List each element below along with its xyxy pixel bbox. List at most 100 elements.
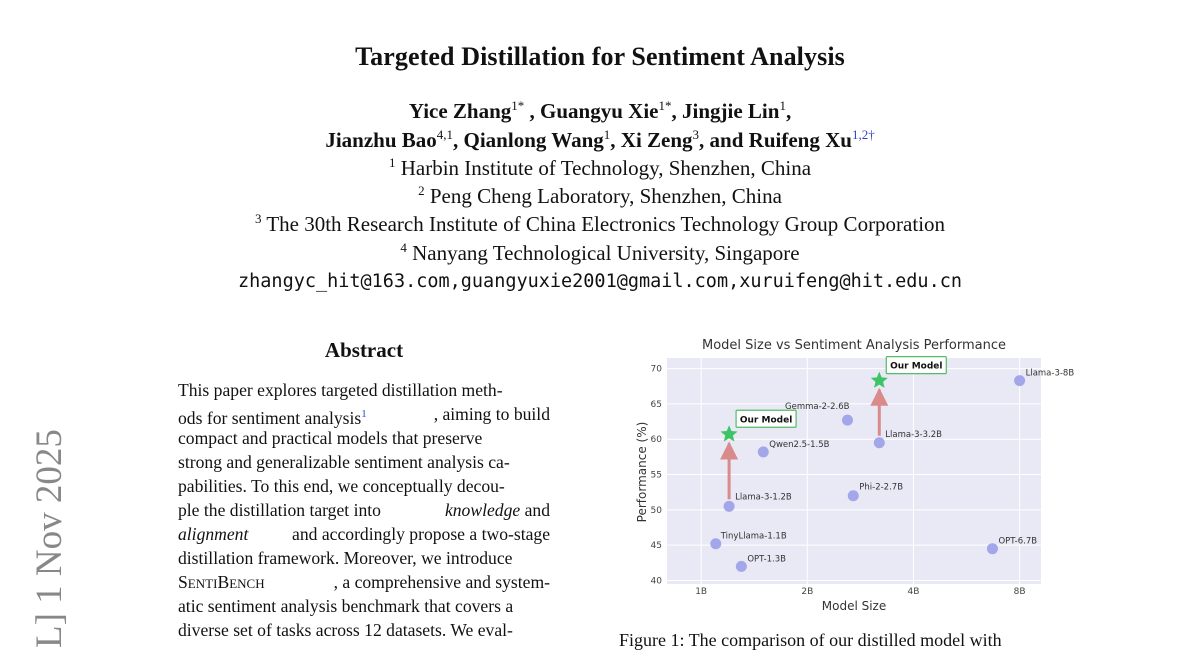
chart-title: Model Size vs Sentiment Analysis Perform… xyxy=(702,338,1006,353)
author-name: Xi Zeng xyxy=(620,128,693,152)
abstract-line: SENTIBENCH , a comprehensive and system- xyxy=(178,570,550,594)
data-point xyxy=(847,490,859,502)
improvement-arrows xyxy=(720,387,889,500)
abstract-line: diverse set of tasks across 12 datasets.… xyxy=(178,618,550,642)
our-model-star xyxy=(720,425,738,442)
point-label: OPT-6.7B xyxy=(998,537,1037,547)
data-point xyxy=(723,500,735,512)
abstract-line: atic sentiment analysis benchmark that c… xyxy=(178,594,550,618)
author-name: Jianzhu Bao xyxy=(325,128,437,152)
affiliation-sup: 4 xyxy=(400,240,407,255)
author-name: Ruifeng Xu xyxy=(748,128,852,152)
abstract-text: , a comprehensive and system- xyxy=(333,572,550,592)
data-point xyxy=(841,414,853,426)
our-model-label-box xyxy=(735,409,797,428)
affiliation-text: Harbin Institute of Technology, Shenzhen… xyxy=(400,156,812,180)
abstract-line: alignment and accordingly propose a two-… xyxy=(178,522,550,546)
abstract-text: distillation framework. Moreover, we int… xyxy=(178,548,513,568)
abstract-line: strong and generalizable sentiment analy… xyxy=(178,450,550,474)
y-tick-label: 70 xyxy=(651,365,663,375)
affiliation-3: 3 The 30th Research Institute of China E… xyxy=(0,211,1200,237)
our-model-label: Our Model xyxy=(890,362,942,372)
affiliation-2: 2 Peng Cheng Laboratory, Shenzhen, China xyxy=(0,183,1200,209)
y-tick-label: 40 xyxy=(651,576,663,586)
data-point xyxy=(873,437,885,449)
data-point xyxy=(986,543,998,555)
author-name: Guangyu Xie xyxy=(540,99,659,123)
x-tick-label: 2B xyxy=(801,587,813,597)
affiliation-sup: 2 xyxy=(418,183,425,198)
affiliation-sup: 3 xyxy=(254,211,262,226)
x-tick-label: 8B xyxy=(1014,587,1026,597)
point-label: Gemma-2-2.6B xyxy=(785,402,850,412)
abstract-heading: Abstract xyxy=(324,338,404,362)
author-sup: 1,2† xyxy=(851,127,875,142)
author-line-2: Jianzhu Bao4,1, Qianlong Wang1, Xi Zeng3… xyxy=(325,127,875,152)
point-label: Phi-2-2.7B xyxy=(859,483,903,493)
point-label: TinyLlama-1.1B xyxy=(720,532,787,542)
benchmark-name: SENTIBENCH xyxy=(178,572,265,592)
x-tick-label: 1B xyxy=(695,587,707,597)
abstract-line: ple the distillation target into knowled… xyxy=(178,498,550,522)
point-label: OPT-1.3B xyxy=(747,554,786,564)
affiliation-text: Nanyang Technological University, Singap… xyxy=(412,241,800,265)
data-point xyxy=(757,446,769,458)
our-model-markers: Our Model Our Model xyxy=(720,356,947,442)
paper-title: Targeted Distillation for Sentiment Anal… xyxy=(355,42,845,71)
our-model-star xyxy=(870,371,888,388)
abstract-text: atic sentiment analysis benchmark that c… xyxy=(178,596,514,616)
y-tick-label: 55 xyxy=(651,471,662,481)
author-sup: 1* xyxy=(511,98,525,113)
author-sup: 1* xyxy=(658,98,672,113)
data-point xyxy=(710,538,722,550)
plot-area xyxy=(667,358,1041,584)
point-label: Llama-3-8B xyxy=(1026,369,1075,379)
x-axis-ticks: 1B 2B 4B 8B xyxy=(695,587,1025,597)
abstract-text: pabilities. To this end, we conceptually… xyxy=(178,476,505,496)
affiliation-1: 1 Harbin Institute of Technology, Shenzh… xyxy=(0,155,1200,181)
y-tick-label: 65 xyxy=(651,400,662,410)
abstract-line: This paper explores targeted distillatio… xyxy=(178,378,550,402)
author-sup: 4,1 xyxy=(436,127,454,142)
abstract-body: This paper explores targeted distillatio… xyxy=(178,378,550,642)
arxiv-stamp: L] 1 Nov 2025 xyxy=(29,429,70,648)
abstract-text: This paper explores targeted distillatio… xyxy=(178,380,503,400)
footnote-mark[interactable]: 1 xyxy=(361,408,367,420)
our-model-label-box xyxy=(885,356,947,375)
abstract-text: and accordingly propose a two-stage xyxy=(292,524,550,544)
affiliation-text: The 30th Research Institute of China Ele… xyxy=(266,212,946,236)
figure-caption: Figure 1: The comparison of our distille… xyxy=(619,630,1002,650)
figure-1: Model Size vs Sentiment Analysis Perform… xyxy=(600,330,1080,630)
data-points: TinyLlama-1.1B OPT-1.3B Llama-3-1.2B Qwen2.… xyxy=(710,369,1074,572)
abstract-line: ods for sentiment analysis1 , aiming to … xyxy=(178,402,550,428)
y-tick-label: 45 xyxy=(651,541,662,551)
data-point xyxy=(735,560,747,572)
point-label: Llama-3-1.2B xyxy=(735,492,792,502)
abstract-line: pabilities. To this end, we conceptually… xyxy=(178,474,550,498)
y-tick-label: 50 xyxy=(651,506,663,516)
x-tick-label: 4B xyxy=(908,587,920,597)
point-label: Qwen2.5-1.5B xyxy=(769,440,829,450)
author-sup: 1 xyxy=(603,127,611,142)
author-sup: 1 xyxy=(779,98,786,113)
author-emails: zhangyc_hit@163.com,guangyuxie2001@gmail… xyxy=(238,271,962,292)
data-point xyxy=(1014,375,1026,387)
scatter-chart: Model Size vs Sentiment Analysis Perform… xyxy=(635,338,1074,613)
author-name: Yice Zhang xyxy=(408,99,512,123)
x-axis-label: Model Size xyxy=(822,599,886,613)
abstract-text: ods for sentiment analysis1 xyxy=(178,407,367,428)
y-tick-label: 60 xyxy=(651,435,663,445)
abstract-text: knowledge and xyxy=(444,500,550,520)
point-label: Llama-3-3.2B xyxy=(885,430,942,440)
author-line-1: Yice Zhang1* , Guangyu Xie1*, Jingjie Li… xyxy=(408,98,792,123)
affiliation-text: Peng Cheng Laboratory, Shenzhen, China xyxy=(429,184,782,208)
affiliation-4: 4 Nanyang Technological University, Sing… xyxy=(0,240,1200,266)
abstract-text: ple the distillation target into xyxy=(178,500,381,520)
y-axis-ticks: 40 45 50 55 60 65 70 xyxy=(651,365,663,587)
abstract-line: distillation framework. Moreover, we int… xyxy=(178,546,550,570)
our-model-label: Our Model xyxy=(740,415,792,425)
abstract-emphasis: alignment xyxy=(178,524,249,544)
author-sup: 3 xyxy=(692,127,700,142)
abstract-line: compact and practical models that preser… xyxy=(178,426,550,450)
author-conjunction: and xyxy=(709,128,744,152)
